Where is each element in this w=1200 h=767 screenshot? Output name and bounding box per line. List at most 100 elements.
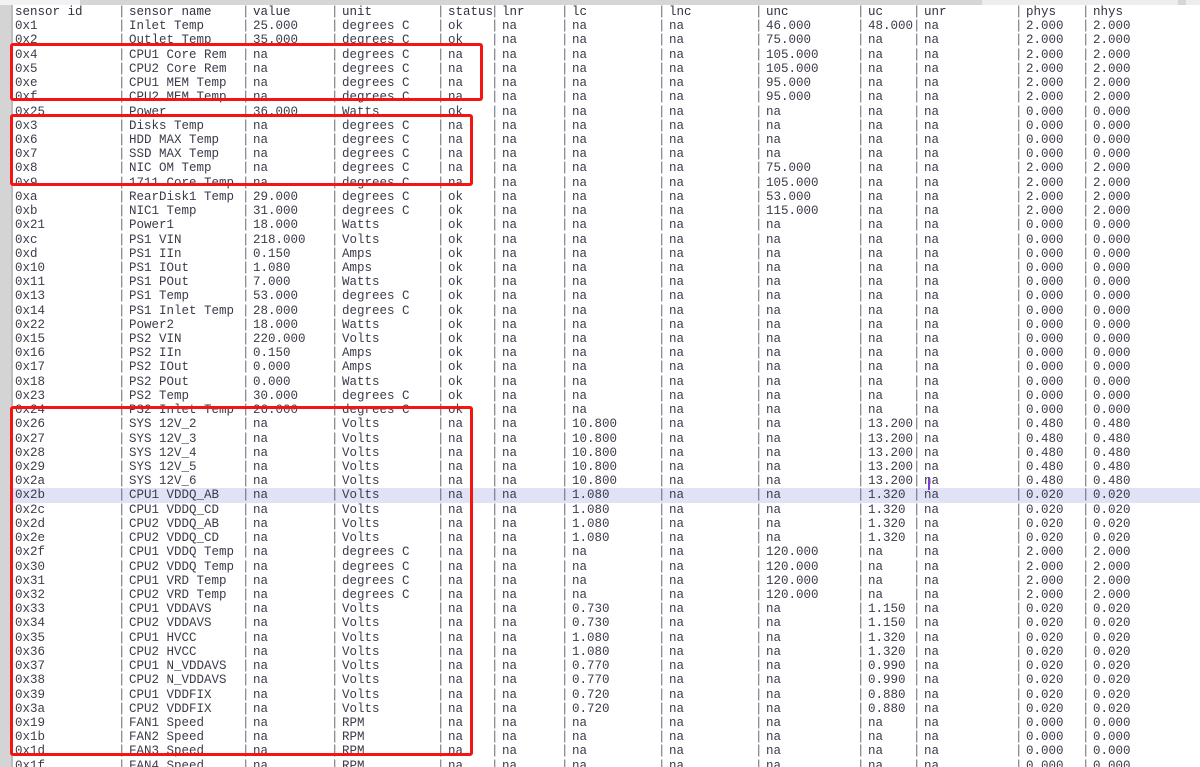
cell-lnc: na <box>669 175 685 190</box>
cell-id: 0xd <box>15 246 38 261</box>
cell-lnc: na <box>669 445 685 460</box>
cell-name: Outlet Temp <box>129 33 212 48</box>
cell-status: na <box>448 616 464 631</box>
column-separator: | <box>491 47 499 62</box>
column-separator: | <box>331 104 339 119</box>
cell-nhys: 0.000 <box>1093 260 1131 275</box>
column-separator: | <box>913 289 921 304</box>
cell-id: 0x2a <box>15 474 46 489</box>
cell-unr: na <box>924 76 940 91</box>
column-separator: | <box>491 630 499 645</box>
cell-nhys: 0.000 <box>1093 758 1131 767</box>
chrome-tab-right[interactable] <box>982 0 1178 5</box>
cell-phys: 0.000 <box>1026 374 1064 389</box>
column-separator: | <box>437 76 445 91</box>
column-separator: | <box>658 360 666 375</box>
column-separator: | <box>437 744 445 759</box>
cell-unr: na <box>924 673 940 688</box>
cell-name: 1711 Core Temp <box>129 175 235 190</box>
column-separator: | <box>331 403 339 418</box>
column-separator: | <box>437 431 445 446</box>
cell-uc: 13.200 <box>868 417 914 432</box>
column-separator: | <box>491 204 499 219</box>
column-separator: | <box>913 104 921 119</box>
column-separator: | <box>857 687 865 702</box>
column-separator: | <box>755 403 763 418</box>
cell-name: CPU1 VDDQ_AB <box>129 488 220 503</box>
cell-lc: na <box>572 246 588 261</box>
cell-unc: na <box>766 715 782 730</box>
cell-lc: na <box>572 559 588 574</box>
sensor-table-row: 0x30 | CPU2 VDDQ Temp | na | degrees C | na | na | n… <box>13 560 1200 574</box>
cell-id: 0x2e <box>15 531 46 546</box>
cell-lnc: na <box>669 630 685 645</box>
column-separator: | <box>913 118 921 133</box>
cell-value: na <box>253 573 269 588</box>
cell-status: na <box>448 545 464 560</box>
column-separator: | <box>755 431 763 446</box>
cell-name: CPU1 Core Rem <box>129 47 227 62</box>
cell-lc: na <box>572 715 588 730</box>
cell-uc: na <box>868 346 884 361</box>
cell-lc: na <box>572 289 588 304</box>
column-separator: | <box>561 118 569 133</box>
column-separator: | <box>118 374 126 389</box>
column-separator: | <box>491 317 499 332</box>
column-separator: | <box>1015 474 1023 489</box>
cell-value: 0.150 <box>253 246 291 261</box>
cell-lnc: na <box>669 147 685 162</box>
column-separator: | <box>242 260 250 275</box>
column-separator: | <box>755 701 763 716</box>
column-separator: | <box>331 616 339 631</box>
chrome-tab-left[interactable] <box>0 0 80 5</box>
column-separator: | <box>242 360 250 375</box>
cell-status: ok <box>448 260 464 275</box>
column-separator: | <box>242 132 250 147</box>
cell-unc: na <box>766 758 782 767</box>
cell-status: na <box>448 61 464 76</box>
column-separator: | <box>755 47 763 62</box>
column-separator: | <box>437 388 445 403</box>
cell-id: 0x29 <box>15 460 46 474</box>
column-separator: | <box>1082 33 1090 48</box>
column-separator: | <box>755 644 763 659</box>
cell-phys: 0.000 <box>1026 289 1064 304</box>
cell-nhys: 0.020 <box>1093 701 1131 716</box>
column-separator: | <box>1082 275 1090 290</box>
cell-unc: na <box>766 289 782 304</box>
cell-lnr: na <box>502 545 518 560</box>
sensor-table-row: 0x6 | HDD MAX Temp | na | degrees C | na | na | na | n… <box>13 133 1200 147</box>
cell-nhys: 0.020 <box>1093 630 1131 645</box>
cell-lnc: na <box>669 232 685 247</box>
cell-phys: 0.000 <box>1026 260 1064 275</box>
cell-lc: 0.720 <box>572 687 610 702</box>
column-separator: | <box>658 488 666 503</box>
column-separator: | <box>1082 474 1090 489</box>
column-separator: | <box>658 587 666 602</box>
cell-lc: na <box>572 232 588 247</box>
cell-lnr: na <box>502 260 518 275</box>
cell-name: SYS 12V_4 <box>129 445 197 460</box>
cell-id: 0x17 <box>15 360 46 375</box>
cell-unr: na <box>924 659 940 674</box>
column-separator: | <box>1082 715 1090 730</box>
column-separator: | <box>658 118 666 133</box>
column-separator: | <box>491 388 499 403</box>
cell-uc: na <box>868 204 884 219</box>
column-separator: | <box>857 460 865 474</box>
column-separator: | <box>118 147 126 162</box>
column-separator: | <box>658 147 666 162</box>
cell-lc: 10.800 <box>572 417 618 432</box>
column-separator: | <box>331 275 339 290</box>
chrome-tab-far-right[interactable] <box>1186 0 1200 5</box>
cell-id: 0x1f <box>15 758 46 767</box>
column-separator: | <box>437 317 445 332</box>
sensor-table-pane[interactable]: sensor id | sensor name | value | unit | status |… <box>13 5 1200 767</box>
cell-nhys: 0.480 <box>1093 431 1131 446</box>
cell-lc: na <box>572 19 588 34</box>
column-separator: | <box>331 687 339 702</box>
cell-name: PS2 VIN <box>129 332 182 347</box>
cell-status: na <box>448 474 464 489</box>
cell-id: 0x1d <box>15 744 46 759</box>
column-separator: | <box>913 715 921 730</box>
